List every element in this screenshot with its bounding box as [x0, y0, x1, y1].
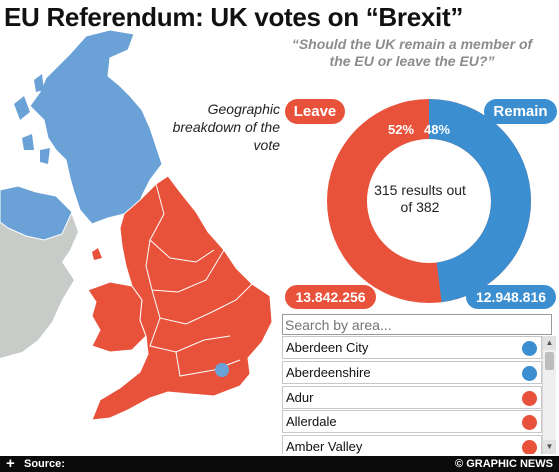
area-name: Aberdeenshire — [286, 364, 371, 380]
result-dot-icon — [522, 415, 537, 431]
scroll-thumb[interactable] — [545, 352, 554, 370]
england-region-borders — [145, 183, 253, 377]
england-shape — [91, 175, 273, 421]
source-label: Source: — [24, 458, 65, 470]
page-title: EU Referendum: UK votes on “Brexit” — [4, 2, 464, 32]
map-caption: Geographic breakdown of the vote — [172, 101, 280, 153]
london-area — [215, 363, 229, 377]
area-list-item[interactable]: Adur — [282, 385, 542, 409]
area-name: Aberdeen City — [286, 340, 369, 355]
isle-of-man-shape — [92, 248, 102, 260]
area-list: Aberdeen City Aberdeenshire Adur Allerdale A… — [282, 336, 542, 454]
area-list-scrollbar[interactable]: ▲ ▼ — [542, 336, 556, 454]
uk-map — [0, 29, 273, 421]
footer-bar: + Source: © GRAPHIC NEWS — [0, 456, 559, 472]
scottish-islands-shape — [14, 74, 50, 164]
area-list-item[interactable]: Aberdeen City — [282, 336, 542, 359]
result-dot-icon — [522, 390, 537, 406]
search-input[interactable] — [282, 314, 552, 335]
result-dot-icon — [522, 365, 537, 381]
result-dot-icon — [522, 341, 537, 356]
area-list-item[interactable]: Amber Valley — [282, 435, 542, 454]
plus-icon[interactable]: + — [6, 455, 15, 472]
scroll-up-arrow-icon[interactable]: ▲ — [543, 336, 556, 350]
results-count: 315 results out of 382 — [374, 182, 466, 215]
result-donut — [327, 99, 531, 303]
area-list-item[interactable]: Allerdale — [282, 410, 542, 434]
leave-percentage: 52% — [388, 122, 415, 137]
result-dot-icon — [522, 440, 537, 454]
remain-total-votes: 12.948.816 — [466, 285, 556, 309]
leave-badge: Leave — [285, 99, 345, 124]
area-name: Allerdale — [286, 414, 337, 430]
area-list-item[interactable]: Aberdeenshire — [282, 360, 542, 384]
credit-label: © GRAPHIC NEWS — [455, 458, 553, 470]
remain-arc — [327, 99, 531, 303]
area-name: Amber Valley — [286, 439, 363, 454]
leave-total-votes: 13.842.256 — [285, 285, 376, 309]
area-name: Adur — [286, 389, 314, 405]
scroll-down-arrow-icon[interactable]: ▼ — [543, 440, 556, 454]
remain-badge: Remain — [484, 99, 557, 124]
referendum-question: “Should the UK remain a member of the EU… — [291, 36, 533, 69]
northern-ireland-shape — [0, 185, 73, 241]
remain-percentage: 48% — [424, 122, 451, 137]
